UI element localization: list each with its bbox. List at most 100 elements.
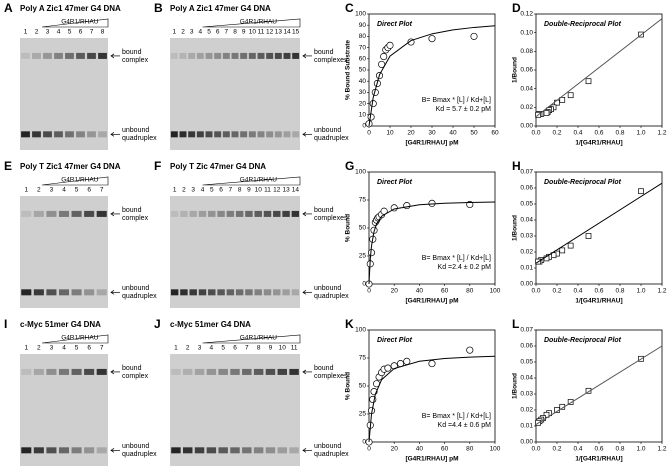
band xyxy=(180,289,188,296)
y-tick-label: 0.04 xyxy=(520,375,533,382)
band-label: complex xyxy=(122,57,149,64)
wedge xyxy=(41,176,109,186)
lane-number: 6 xyxy=(233,345,237,352)
panel-label: H xyxy=(512,159,521,173)
band xyxy=(266,52,274,59)
lane-number: 4 xyxy=(210,345,214,352)
band xyxy=(84,289,95,296)
y-tick-label: 40 xyxy=(359,78,367,85)
y-tick-label: 50 xyxy=(359,67,367,74)
lane-number: 4 xyxy=(199,29,203,36)
band xyxy=(253,368,264,375)
band xyxy=(274,131,282,138)
band xyxy=(194,447,205,454)
lane-number: 10 xyxy=(279,345,287,352)
band xyxy=(58,210,70,217)
point xyxy=(384,364,392,372)
band xyxy=(183,447,193,454)
x-tick-label: 0.2 xyxy=(552,130,561,137)
band xyxy=(214,52,222,59)
y-tick-label: 30 xyxy=(359,89,367,96)
lane-number: 12 xyxy=(273,187,281,194)
band xyxy=(198,210,207,217)
band xyxy=(46,210,57,217)
lane-number: 2 xyxy=(37,187,41,194)
x-tick-label: 60 xyxy=(441,288,449,295)
lane-number: 1 xyxy=(24,187,28,194)
x-tick-label: 100 xyxy=(490,446,501,453)
lane-number: 11 xyxy=(264,187,271,194)
x-tick-label: 1.0 xyxy=(636,446,645,453)
panel-label: L xyxy=(512,317,519,331)
fit-line xyxy=(368,25,496,127)
wedge xyxy=(202,334,301,344)
band xyxy=(188,131,196,138)
gel-title: Poly A Zic1 47mer G4 DNA xyxy=(20,4,121,13)
y-tick-label: 0 xyxy=(362,439,366,446)
x-axis-label: [G4R1/RHAU] pM xyxy=(405,298,458,305)
band xyxy=(254,289,262,296)
y-tick-label: 90 xyxy=(359,22,367,29)
y-axis-label: 1/Bound xyxy=(512,373,519,399)
band xyxy=(231,131,239,138)
lane-number: 7 xyxy=(100,345,104,352)
band xyxy=(33,289,44,296)
lane-number: 8 xyxy=(257,345,261,352)
band xyxy=(205,131,213,138)
y-axis-label: % Bound Substrate xyxy=(345,40,352,100)
plot-title: Direct Plot xyxy=(377,21,413,28)
x-tick-label: 0.4 xyxy=(573,446,582,453)
band xyxy=(21,368,32,375)
point xyxy=(567,92,574,99)
lane-number: 7 xyxy=(229,187,233,194)
y-tick-label: 60 xyxy=(359,56,367,63)
point xyxy=(466,346,474,354)
x-tick-label: 0.8 xyxy=(615,130,624,137)
x-axis-label: 1/[G4R1/RHAU] xyxy=(575,140,622,147)
lane-number: 4 xyxy=(62,345,66,352)
protein-label: G4R1/RHAU xyxy=(240,19,278,26)
x-tick-label: 0.0 xyxy=(531,288,540,295)
x-tick-label: 0 xyxy=(367,288,371,295)
lane-number: 6 xyxy=(87,345,91,352)
lane-number: 12 xyxy=(266,29,274,36)
lane-number: 2 xyxy=(37,345,41,352)
point xyxy=(567,242,574,249)
x-tick-label: 0.4 xyxy=(573,130,582,137)
band xyxy=(282,289,290,296)
arrow-head xyxy=(110,448,115,453)
lane-number: 3 xyxy=(50,187,54,194)
panel-label: K xyxy=(345,317,354,331)
x-tick-label: 40 xyxy=(416,446,424,453)
band xyxy=(71,447,82,454)
y-tick-label: 0.01 xyxy=(520,265,533,272)
y-tick-label: 100 xyxy=(355,169,366,176)
y-tick-label: 50 xyxy=(359,383,367,390)
point xyxy=(403,357,411,365)
band xyxy=(245,210,253,217)
x-tick-label: 40 xyxy=(416,288,424,295)
x-tick-label: 100 xyxy=(490,288,501,295)
point xyxy=(470,32,478,40)
lane-number: 13 xyxy=(282,187,290,194)
y-tick-label: 0.07 xyxy=(520,327,533,334)
band xyxy=(240,131,248,138)
band-label: unbound xyxy=(122,127,149,134)
lane-number: 11 xyxy=(258,29,265,36)
band xyxy=(214,131,222,138)
x-tick-label: 0.6 xyxy=(594,130,603,137)
x-tick-label: 80 xyxy=(466,446,474,453)
band-label: bound xyxy=(122,365,142,372)
lane-number: 4 xyxy=(62,187,66,194)
point xyxy=(386,41,394,49)
wedge xyxy=(41,334,109,344)
band xyxy=(277,447,287,454)
band-label: unbound xyxy=(122,285,149,292)
equation: B= Bmax * [L] / Kd+[L] xyxy=(422,255,491,262)
y-tick-label: 0.02 xyxy=(520,407,533,414)
point xyxy=(403,202,411,210)
y-tick-label: 100 xyxy=(355,327,366,334)
arrow-head xyxy=(110,369,115,375)
arrow-head xyxy=(110,211,115,217)
